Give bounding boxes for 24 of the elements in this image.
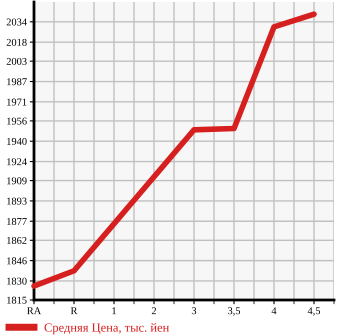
y-tick-label: 1940 xyxy=(7,138,27,145)
x-tick-label: RA xyxy=(27,307,42,314)
y-tick-label: 1987 xyxy=(7,78,27,86)
legend-label: Средняя Цена, тыс. йен xyxy=(44,323,169,334)
x-tick-label: 3 xyxy=(192,307,196,314)
y-tick-label: 1815 xyxy=(7,296,27,304)
x-tick-label: R xyxy=(70,307,78,314)
x-tick-label: 2 xyxy=(152,307,156,314)
y-tick-label: 1971 xyxy=(7,98,26,106)
y-tick-label: 1877 xyxy=(7,218,27,225)
y-tick-label: 2003 xyxy=(6,58,27,65)
y-tick-label: 1862 xyxy=(7,236,26,244)
y-tick-label: 2034 xyxy=(6,18,27,26)
y-tick-label: 1909 xyxy=(7,177,27,184)
y-tick-label: 1893 xyxy=(7,198,27,205)
x-tick-label: 3,5 xyxy=(228,307,240,316)
y-tick-label: 1830 xyxy=(7,278,27,285)
x-tick-label: 4,5 xyxy=(308,307,320,316)
x-tick-label: 4 xyxy=(272,307,276,314)
y-tick-label: 1956 xyxy=(7,118,27,125)
y-tick-label: 1924 xyxy=(7,158,27,166)
y-tick-label: 1846 xyxy=(7,257,27,264)
x-tick-label: 1 xyxy=(112,307,116,314)
y-tick-label: 2018 xyxy=(6,38,27,46)
